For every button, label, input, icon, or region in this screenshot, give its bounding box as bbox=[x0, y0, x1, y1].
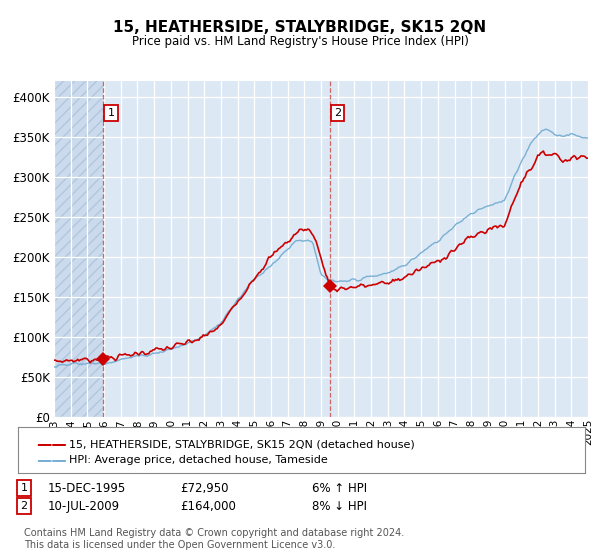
Text: £72,950: £72,950 bbox=[180, 482, 229, 495]
Text: ——: —— bbox=[36, 437, 67, 451]
Text: 1: 1 bbox=[20, 483, 28, 493]
Text: Price paid vs. HM Land Registry's House Price Index (HPI): Price paid vs. HM Land Registry's House … bbox=[131, 35, 469, 48]
Text: ——: —— bbox=[36, 453, 67, 468]
Text: 15, HEATHERSIDE, STALYBRIDGE, SK15 2QN: 15, HEATHERSIDE, STALYBRIDGE, SK15 2QN bbox=[113, 20, 487, 35]
Text: 8% ↓ HPI: 8% ↓ HPI bbox=[312, 500, 367, 513]
Text: HPI: Average price, detached house, Tameside: HPI: Average price, detached house, Tame… bbox=[69, 455, 328, 465]
Bar bbox=[54, 81, 103, 417]
Text: 15-DEC-1995: 15-DEC-1995 bbox=[48, 482, 126, 495]
Text: 1: 1 bbox=[107, 108, 115, 118]
Text: £164,000: £164,000 bbox=[180, 500, 236, 513]
Text: 2: 2 bbox=[334, 108, 341, 118]
Text: Contains HM Land Registry data © Crown copyright and database right 2024.
This d: Contains HM Land Registry data © Crown c… bbox=[24, 528, 404, 550]
Text: 6% ↑ HPI: 6% ↑ HPI bbox=[312, 482, 367, 495]
Text: 15, HEATHERSIDE, STALYBRIDGE, SK15 2QN (detached house): 15, HEATHERSIDE, STALYBRIDGE, SK15 2QN (… bbox=[69, 439, 415, 449]
Text: 10-JUL-2009: 10-JUL-2009 bbox=[48, 500, 120, 513]
Text: 2: 2 bbox=[20, 501, 28, 511]
